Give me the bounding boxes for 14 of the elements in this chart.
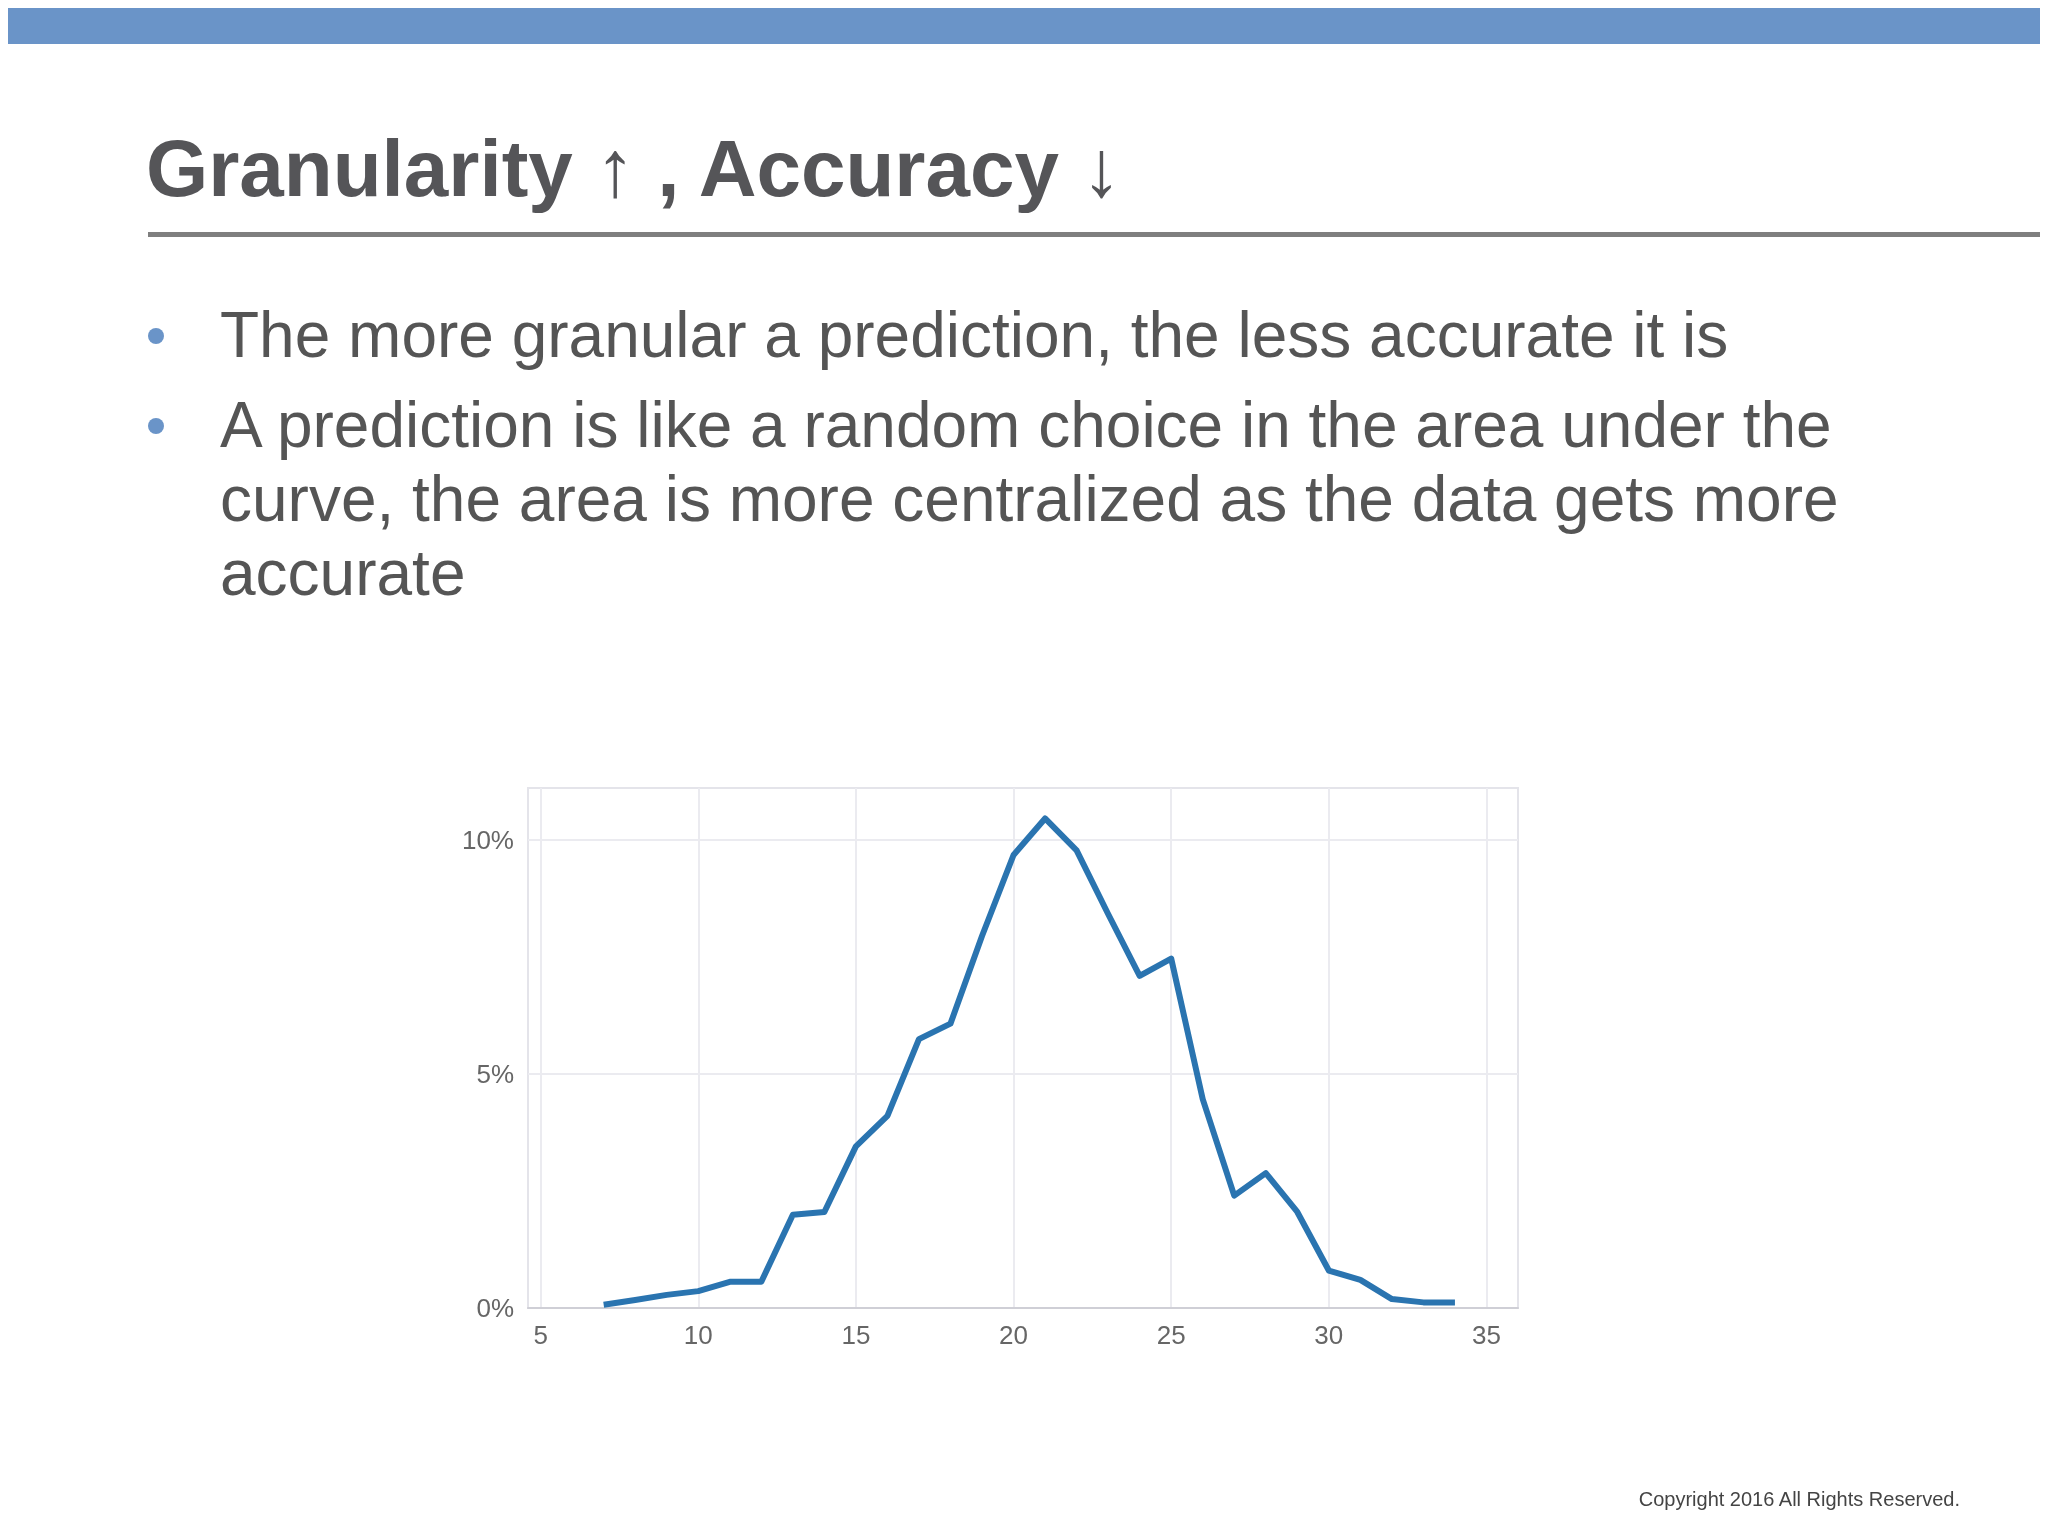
y-tick-label: 0%	[476, 1293, 514, 1323]
x-tick-label: 15	[841, 1320, 871, 1350]
text: Copyright 2016 All Rights Reserved.	[1638, 1488, 1960, 1511]
x-tick-label: 5	[533, 1320, 548, 1350]
x-tick-label: 35	[1472, 1320, 1501, 1350]
y-tick-label: 10%	[461, 824, 514, 855]
x-tick-label: 20	[999, 1320, 1028, 1350]
y-tick-label: 5%	[476, 1058, 514, 1089]
x-tick-label: 30	[1314, 1320, 1344, 1350]
x-tick-label: 10	[683, 1320, 713, 1350]
x-tick-label: 25	[1156, 1320, 1186, 1350]
text: The more granular a prediction, the less accurate it is	[220, 299, 1729, 371]
text: A prediction is like a random choice in the area under the curve, the area is more centralized as the data gets more accurate	[220, 389, 1839, 609]
chart-title: Granularity ↑ , Accuracy ↓	[146, 123, 1122, 215]
